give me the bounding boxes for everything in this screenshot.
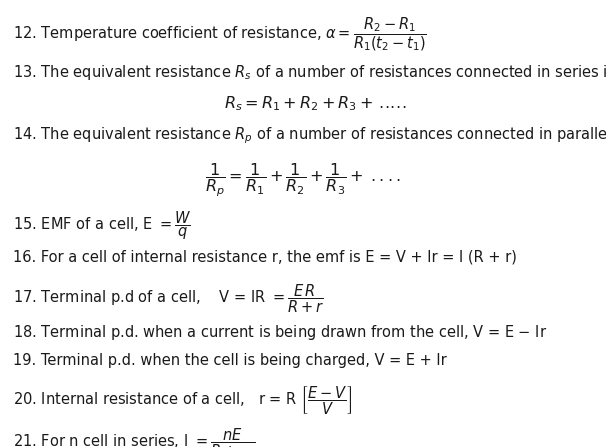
Text: $\dfrac{1}{R_p} = \dfrac{1}{R_1} + \dfrac{1}{R_2} + \dfrac{1}{R_3} + \;....$: $\dfrac{1}{R_p} = \dfrac{1}{R_1} + \dfra…	[205, 162, 401, 199]
Text: 19. Terminal p.d. when the cell is being charged, V = E + Ir: 19. Terminal p.d. when the cell is being…	[13, 353, 447, 368]
Text: 14. The equivalent resistance $R_p$ of a number of resistances connected in para: 14. The equivalent resistance $R_p$ of a…	[13, 125, 606, 146]
Text: 12. Temperature coefficient of resistance, $\alpha = \dfrac{R_2 - R_1}{R_1(t_2 -: 12. Temperature coefficient of resistanc…	[13, 16, 427, 53]
Text: 15. EMF of a cell, E $= \dfrac{W}{q}$: 15. EMF of a cell, E $= \dfrac{W}{q}$	[13, 209, 191, 242]
Text: $R_s = R_1 + R_2 + R_3 + \,.\!.\!.\!.\!.$: $R_s = R_1 + R_2 + R_3 + \,.\!.\!.\!.\!.…	[224, 94, 407, 113]
Text: 16. For a cell of internal resistance r, the emf is E = V + Ir = I (R + r): 16. For a cell of internal resistance r,…	[13, 249, 517, 265]
Text: 20. Internal resistance of a cell,   r = R $\left[\dfrac{E-V}{V}\right]$: 20. Internal resistance of a cell, r = R…	[13, 384, 353, 417]
Text: 21. For n cell in series, I $= \dfrac{nE}{R+nr}$: 21. For n cell in series, I $= \dfrac{nE…	[13, 427, 257, 447]
Text: 17. Terminal p.d of a cell,    V = IR $= \dfrac{E\,R}{R+r}$: 17. Terminal p.d of a cell, V = IR $= \d…	[13, 283, 325, 315]
Text: 18. Terminal p.d. when a current is being drawn from the cell, V = E $-$ Ir: 18. Terminal p.d. when a current is bein…	[13, 323, 548, 342]
Text: 13. The equivalent resistance $R_s$ of a number of resistances connected in seri: 13. The equivalent resistance $R_s$ of a…	[13, 63, 606, 83]
